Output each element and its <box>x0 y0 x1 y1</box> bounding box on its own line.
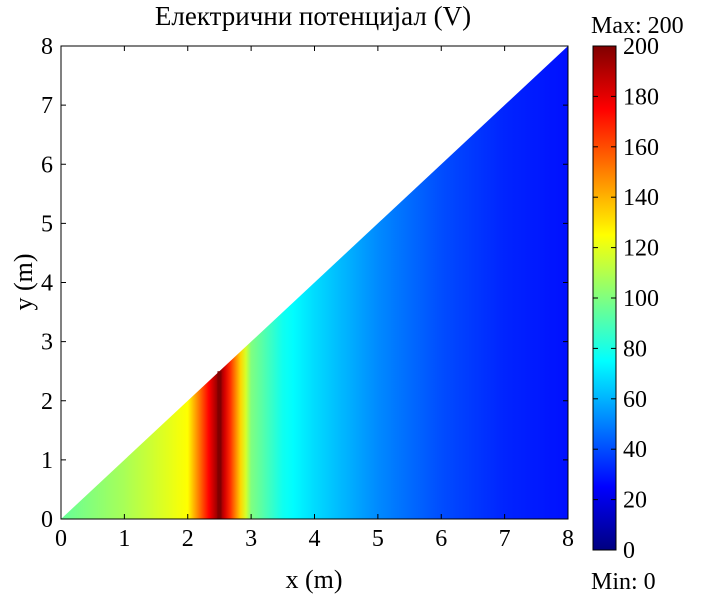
plot-area <box>60 45 569 520</box>
colorbar-tick-label: 180 <box>623 84 659 110</box>
colorbar-tick-label: 160 <box>623 135 659 161</box>
y-tick-label: 4 <box>41 271 53 297</box>
colorbar-tick-label: 80 <box>623 336 647 362</box>
x-tick-label: 2 <box>182 526 194 552</box>
x-tick-label: 7 <box>499 526 511 552</box>
colorbar-max-label: Max: 200 <box>591 13 684 39</box>
colorbar-tick-label: 200 <box>623 34 659 60</box>
y-tick-label: 1 <box>41 448 53 474</box>
x-tick-label: 3 <box>245 526 257 552</box>
y-tick-label: 6 <box>41 152 53 178</box>
x-tick-label: 1 <box>118 526 130 552</box>
x-axis-label: x (m) <box>285 565 342 594</box>
colorbar-tick-label: 100 <box>623 286 659 312</box>
x-tick-label: 5 <box>372 526 384 552</box>
colorbar-ticks: 0 20 40 60 80 100 120 140 160 180 200 <box>593 34 659 564</box>
y-tick-label: 7 <box>41 93 53 119</box>
x-tick-label: 6 <box>435 526 447 552</box>
colorbar-tick-label: 20 <box>623 488 647 514</box>
colorbar-tick-label: 60 <box>623 387 647 413</box>
colorbar-min-label: Min: 0 <box>591 569 656 595</box>
colorbar-tick-label: 0 <box>623 538 635 564</box>
x-tick-label: 8 <box>562 526 574 552</box>
chart-title: Електрични потенцијал (V) <box>155 1 471 31</box>
x-axis: 0 1 2 3 4 5 6 7 8 <box>55 46 574 552</box>
x-tick-label: 0 <box>55 526 67 552</box>
colorbar-tick-label: 140 <box>623 185 659 211</box>
colorbar-tick-label: 120 <box>623 236 659 262</box>
y-tick-label: 5 <box>41 211 53 237</box>
y-axis-label: y (m) <box>9 253 38 310</box>
y-tick-label: 0 <box>41 507 53 533</box>
x-tick-label: 4 <box>309 526 321 552</box>
y-tick-label: 8 <box>41 34 53 60</box>
y-tick-label: 3 <box>41 330 53 356</box>
y-axis: 0 1 2 3 4 5 6 7 8 <box>41 34 568 533</box>
colorbar-tick-label: 40 <box>623 437 647 463</box>
y-tick-label: 2 <box>41 389 53 415</box>
colorbar: Max: 200 0 20 40 60 80 100 120 140 160 180 200 Min… <box>591 13 684 595</box>
